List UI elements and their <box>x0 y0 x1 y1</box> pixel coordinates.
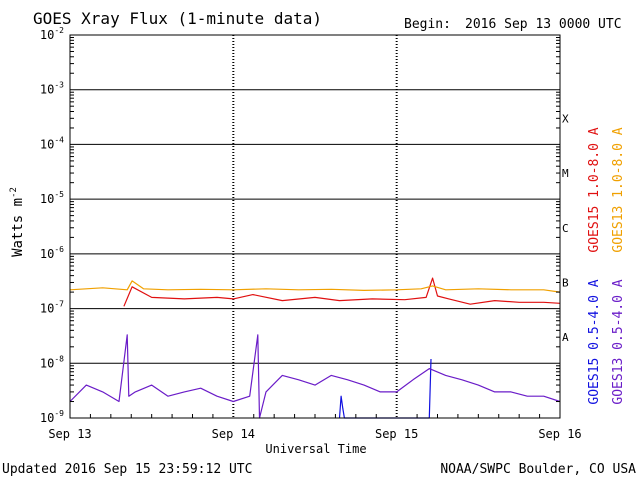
y-tick-exponent: -3 <box>54 81 64 90</box>
series-line <box>69 334 561 419</box>
y-tick-label: 10-2 <box>40 26 64 42</box>
y-tick-base: 10 <box>40 28 54 42</box>
y-tick-exponent: -8 <box>54 354 64 363</box>
legend-entry: GOES15 1.0-8.0 A <box>587 127 602 252</box>
flare-class-label: A <box>562 331 569 344</box>
x-tick-label: Sep 13 <box>48 427 91 441</box>
y-tick-label: 10-7 <box>40 300 64 316</box>
series-layer <box>69 277 561 419</box>
x-axis-label: Universal Time <box>265 442 366 456</box>
x-tick-label: Sep 15 <box>375 427 418 441</box>
y-tick-base: 10 <box>40 356 54 370</box>
legend-entry: GOES13 1.0-8.0 A <box>611 127 626 252</box>
begin-label: Begin: <box>404 17 451 32</box>
y-axis-label-text: Watts m <box>10 198 26 257</box>
flare-class-label: C <box>562 222 569 235</box>
series-line <box>69 280 561 293</box>
y-tick-label: 10-4 <box>40 135 64 151</box>
y-tick-base: 10 <box>40 83 54 97</box>
legend: GOES15 1.0-8.0 A GOES13 1.0-8.0 A GOES15 0… <box>587 127 626 404</box>
flare-class-label: B <box>562 276 569 289</box>
y-tick-exponent: -5 <box>54 190 64 199</box>
y-tick-base: 10 <box>40 137 54 151</box>
y-tick-label: 10-6 <box>40 245 64 261</box>
y-tick-label: 10-3 <box>40 81 64 97</box>
legend-entry: GOES15 0.5-4.0 A <box>587 279 602 404</box>
flare-class-label: M <box>562 167 569 180</box>
y-axis-label-exponent: -2 <box>9 187 19 198</box>
legend-entry: GOES13 0.5-4.0 A <box>611 279 626 404</box>
begin-value: 2016 Sep 13 0000 UTC <box>465 17 622 32</box>
credit-text: NOAA/SWPC Boulder, CO USA <box>440 462 636 477</box>
y-tick-label: 10-8 <box>40 354 64 370</box>
y-tick-base: 10 <box>40 411 54 425</box>
y-tick-exponent: -9 <box>54 409 64 418</box>
y-tick-label: 10-9 <box>40 409 64 425</box>
x-tick-label: Sep 16 <box>538 427 581 441</box>
y-tick-exponent: -2 <box>54 26 64 35</box>
x-tick-label: Sep 14 <box>212 427 255 441</box>
chart-title: GOES Xray Flux (1-minute data) <box>33 9 322 28</box>
flare-class-label: X <box>562 112 569 125</box>
y-axis-label: Watts m-2 <box>9 187 26 257</box>
y-tick-label: 10-5 <box>40 190 64 206</box>
y-tick-exponent: -6 <box>54 245 64 254</box>
y-tick-base: 10 <box>40 192 54 206</box>
y-tick-exponent: -7 <box>54 300 64 309</box>
series-line <box>338 358 432 419</box>
y-tick-base: 10 <box>40 247 54 261</box>
updated-timestamp: Updated 2016 Sep 15 23:59:12 UTC <box>2 462 252 477</box>
grid-layer <box>70 35 560 418</box>
y-tick-exponent: -4 <box>54 135 64 144</box>
y-tick-base: 10 <box>40 302 54 316</box>
series-line <box>123 277 561 307</box>
